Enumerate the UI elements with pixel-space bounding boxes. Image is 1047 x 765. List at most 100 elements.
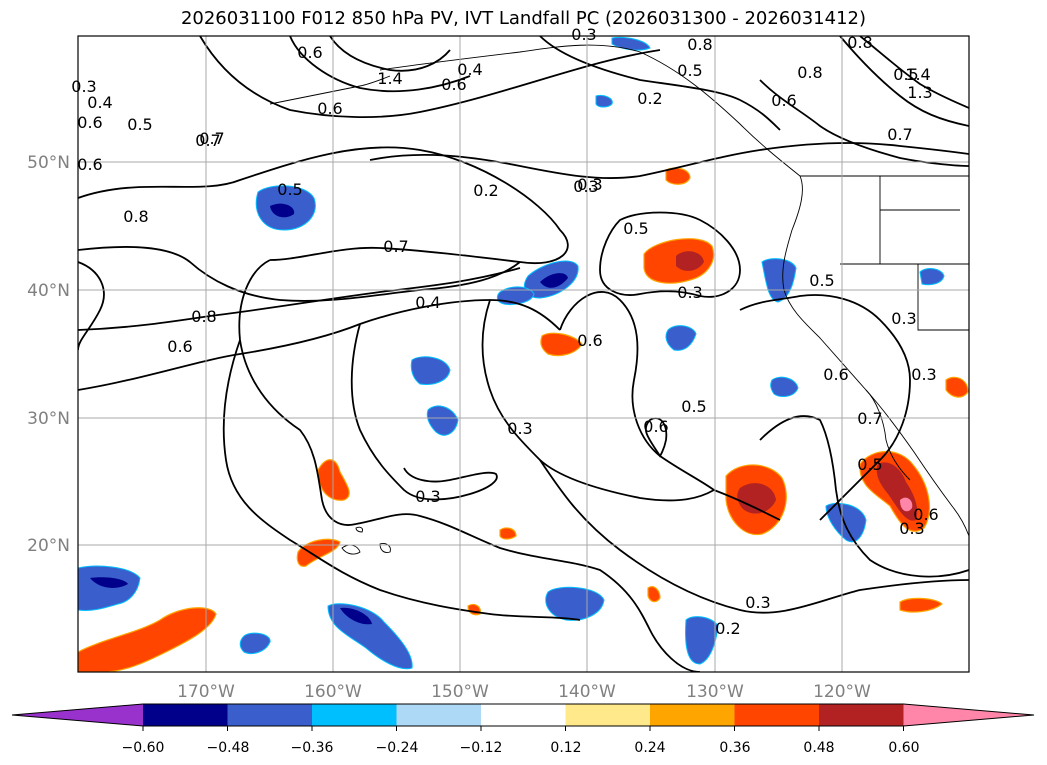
patch-neg: [919, 268, 945, 286]
latitude-labels: 50°N 40°N 30°N 20°N: [27, 153, 70, 556]
colorbar-tick-label: −0.24: [376, 740, 419, 756]
patch-pos: [317, 459, 350, 501]
contour-label: 0.5: [623, 219, 648, 238]
contour-label: 0.8: [123, 207, 148, 226]
map-title: 2026031100 F012 850 hPa PV, IVT Landfall…: [180, 8, 867, 29]
baja-peninsula: [865, 389, 911, 481]
core-pos: [737, 483, 776, 514]
contour-label: 0.7: [195, 131, 220, 150]
contour-line: [759, 415, 969, 578]
contour-line: [355, 513, 701, 672]
lon-label: 130°W: [686, 682, 744, 702]
core-pos-extreme: [900, 497, 913, 512]
colorbar-extend-max: [903, 704, 1034, 726]
patch-pos: [540, 332, 583, 357]
contour-label: 0.6: [913, 505, 938, 524]
contour-label: 0.3: [573, 177, 598, 196]
colorbar-tick-label: −0.12: [460, 740, 503, 756]
patch-neg: [327, 603, 413, 670]
contour-label: 0.2: [715, 619, 740, 638]
colorbar-tick-label: 0.24: [634, 740, 665, 756]
lat-label: 40°N: [27, 281, 70, 301]
lat-label: 30°N: [27, 409, 70, 429]
contour-line: [539, 36, 781, 131]
gridlines: [78, 36, 969, 672]
contour-line: [559, 291, 781, 521]
contour-label: 0.3: [911, 365, 936, 384]
core-neg: [90, 577, 128, 588]
contour-line: [78, 267, 521, 331]
patch-pos: [665, 167, 691, 185]
contour-label: 0.8: [687, 35, 712, 54]
patch-neg: [545, 586, 605, 621]
contour-label: 0.6: [771, 91, 796, 110]
coastlines: [269, 44, 969, 555]
contour-label: 0.5: [681, 397, 706, 416]
contour-line: [78, 246, 521, 302]
contour-label: 0.3: [677, 283, 702, 302]
contour-label: 1.3: [907, 83, 932, 102]
contour-label: 0.3: [899, 519, 924, 538]
contour-label: 0.6: [577, 331, 602, 350]
contour-line: [645, 417, 668, 458]
lon-label: 140°W: [558, 682, 616, 702]
state-borders: [800, 175, 969, 331]
contour-line: [238, 259, 357, 526]
extreme-positive-cores: [900, 497, 913, 512]
contour-line: [78, 261, 105, 351]
contour-label: 0.6: [643, 417, 668, 436]
contour-label: 0.5: [277, 180, 302, 199]
contour-line: [329, 36, 451, 72]
contour-label: 0.4: [87, 93, 112, 112]
contour-label: 0.8: [191, 307, 216, 326]
colorbar-bin: [227, 704, 313, 726]
colorbar-bin: [312, 704, 398, 726]
patch-neg: [770, 376, 799, 397]
patch-neg: [825, 502, 867, 543]
contour-label: 0.5: [857, 455, 882, 474]
colorbar: [11, 703, 1035, 731]
map-frame: [77, 35, 970, 673]
contour-label: 0.5: [893, 65, 918, 84]
patch-neg: [410, 356, 451, 385]
core-neg: [540, 273, 568, 288]
contour-line: [78, 299, 561, 391]
contour-label: 0.2: [637, 89, 662, 108]
colorbar-tick-label: 0.36: [719, 740, 750, 756]
contour-label: 0.5: [127, 115, 152, 134]
contour-line: [78, 146, 569, 265]
coastline-north-america: [379, 44, 969, 537]
contour-label: 0.6: [167, 337, 192, 356]
colorbar-tick-label: 0.60: [888, 740, 919, 756]
contour-label: 0.8: [797, 63, 822, 82]
contour-line: [759, 79, 969, 167]
patch-neg: [761, 258, 797, 303]
contour-label: 0.6: [317, 99, 342, 118]
longitude-labels: 170°W 160°W 150°W 140°W 130°W 120°W: [177, 682, 871, 702]
contour-labels: 0.8 0.4 0.6 0.5 0.7 0.2 0.3 0.5 0.7 0.8 …: [71, 25, 938, 638]
contour-label: 0.6: [77, 155, 102, 174]
patch-pos: [647, 586, 661, 603]
patch-pos: [78, 607, 217, 672]
contour-label: 0.2: [473, 181, 498, 200]
contour-label: 0.6: [441, 75, 466, 94]
patch-neg: [595, 95, 613, 108]
contour-label: 0.6: [77, 113, 102, 132]
contour-label: 0.3: [891, 309, 916, 328]
core-neg: [340, 607, 372, 625]
patch-neg: [239, 632, 271, 655]
colorbar-tick-label: 0.48: [803, 740, 834, 756]
contour-label: 0.7: [199, 129, 224, 148]
contour-label: 0.7: [887, 125, 912, 144]
colorbar-bin: [481, 704, 567, 726]
contour-label: 0.6: [823, 365, 848, 384]
contour-line: [859, 36, 969, 109]
colorbar-tick-label: −0.60: [122, 740, 165, 756]
colorbar-tick-label: −0.48: [207, 740, 250, 756]
core-neg: [270, 203, 295, 218]
colorbar-extend-min: [12, 704, 143, 726]
contour-label: 1.4: [905, 65, 930, 84]
contour-line: [739, 294, 911, 521]
contour-line: [599, 211, 741, 298]
colorbar-bin: [819, 704, 905, 726]
